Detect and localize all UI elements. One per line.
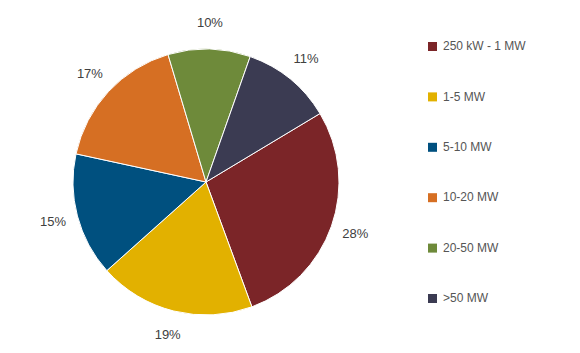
legend-swatch xyxy=(428,193,437,202)
legend-label: >50 MW xyxy=(443,291,489,305)
data-label: 17% xyxy=(77,66,103,81)
legend-label: 5-10 MW xyxy=(443,140,492,154)
pie-slice xyxy=(206,57,320,182)
data-label: 15% xyxy=(40,214,66,229)
legend: 250 kW - 1 MW 1-5 MW 5-10 MW 10-20 MW 20-50 … xyxy=(428,39,526,305)
legend-label: 10-20 MW xyxy=(443,190,499,204)
data-label: 10% xyxy=(197,15,223,30)
legend-swatch xyxy=(428,294,437,303)
chart: 28% 19% 15% 17% 10% 11% 250 kW - 1 MW 1-5 MW 5-1… xyxy=(0,0,580,353)
legend-label: 250 kW - 1 MW xyxy=(443,39,526,53)
legend-swatch xyxy=(428,42,437,51)
data-label: 19% xyxy=(155,327,181,342)
legend-label: 20-50 MW xyxy=(443,241,499,255)
data-label: 11% xyxy=(294,51,319,66)
legend-label: 1-5 MW xyxy=(443,90,486,104)
legend-swatch xyxy=(428,143,437,152)
legend-swatch xyxy=(428,244,437,253)
legend-swatch xyxy=(428,92,437,101)
data-label: 28% xyxy=(342,226,368,241)
data-labels: 28% 19% 15% 17% 10% 11% xyxy=(40,15,369,342)
pie xyxy=(73,49,339,315)
